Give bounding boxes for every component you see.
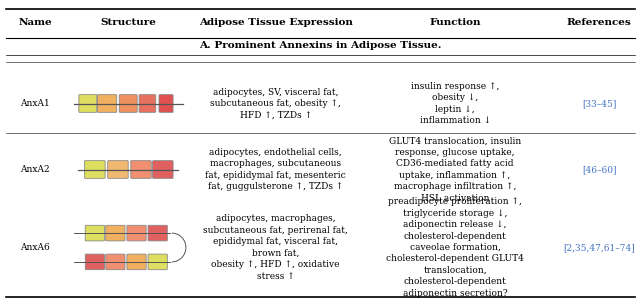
Text: Structure: Structure: [100, 18, 156, 27]
Text: AnxA2: AnxA2: [21, 165, 50, 174]
FancyBboxPatch shape: [97, 94, 117, 112]
Text: AnxA1: AnxA1: [21, 99, 50, 108]
Text: A. Prominent Annexins in Adipose Tissue.: A. Prominent Annexins in Adipose Tissue.: [199, 41, 442, 50]
FancyBboxPatch shape: [159, 94, 173, 112]
FancyBboxPatch shape: [85, 254, 104, 270]
Text: Adipose Tissue Expression: Adipose Tissue Expression: [199, 18, 353, 27]
FancyBboxPatch shape: [148, 225, 167, 241]
FancyBboxPatch shape: [106, 254, 125, 270]
Text: adipocytes, endothelial cells,
macrophages, subcutaneous
fat, epididymal fat, me: adipocytes, endothelial cells, macrophag…: [205, 148, 346, 191]
Text: AnxA6: AnxA6: [21, 243, 50, 252]
FancyBboxPatch shape: [148, 254, 167, 270]
Text: [2,35,47,61–74]: [2,35,47,61–74]: [563, 243, 635, 252]
Text: [33–45]: [33–45]: [582, 99, 617, 108]
FancyBboxPatch shape: [127, 254, 146, 270]
FancyBboxPatch shape: [139, 94, 156, 112]
Text: Name: Name: [19, 18, 52, 27]
Text: adipocytes, SV, visceral fat,
subcutaneous fat, obesity ↑,
HFD ↑, TZDs ↑: adipocytes, SV, visceral fat, subcutaneo…: [210, 88, 341, 119]
FancyBboxPatch shape: [119, 94, 137, 112]
FancyBboxPatch shape: [79, 94, 97, 112]
FancyBboxPatch shape: [127, 225, 146, 241]
Text: [46–60]: [46–60]: [582, 165, 617, 174]
FancyBboxPatch shape: [108, 161, 128, 178]
Text: adipocytes, macrophages,
subcutaneous fat, perirenal fat,
epididymal fat, viscer: adipocytes, macrophages, subcutaneous fa…: [203, 214, 348, 280]
FancyBboxPatch shape: [85, 225, 104, 241]
Text: GLUT4 translocation, insulin
response, glucose uptake,
CD36-mediated fatty acid
: GLUT4 translocation, insulin response, g…: [389, 136, 521, 202]
Text: preadipocyte proliferation ↑,
triglyceride storage ↓,
adiponectin release ↓,
cho: preadipocyte proliferation ↑, triglyceri…: [386, 197, 524, 298]
Text: References: References: [567, 18, 632, 27]
Text: Function: Function: [429, 18, 481, 27]
FancyBboxPatch shape: [131, 161, 151, 178]
FancyBboxPatch shape: [153, 161, 173, 178]
FancyBboxPatch shape: [106, 225, 125, 241]
Text: insulin response ↑,
obesity ↓,
leptin ↓,
inflammation ↓: insulin response ↑, obesity ↓, leptin ↓,…: [411, 82, 499, 125]
FancyBboxPatch shape: [85, 161, 105, 178]
